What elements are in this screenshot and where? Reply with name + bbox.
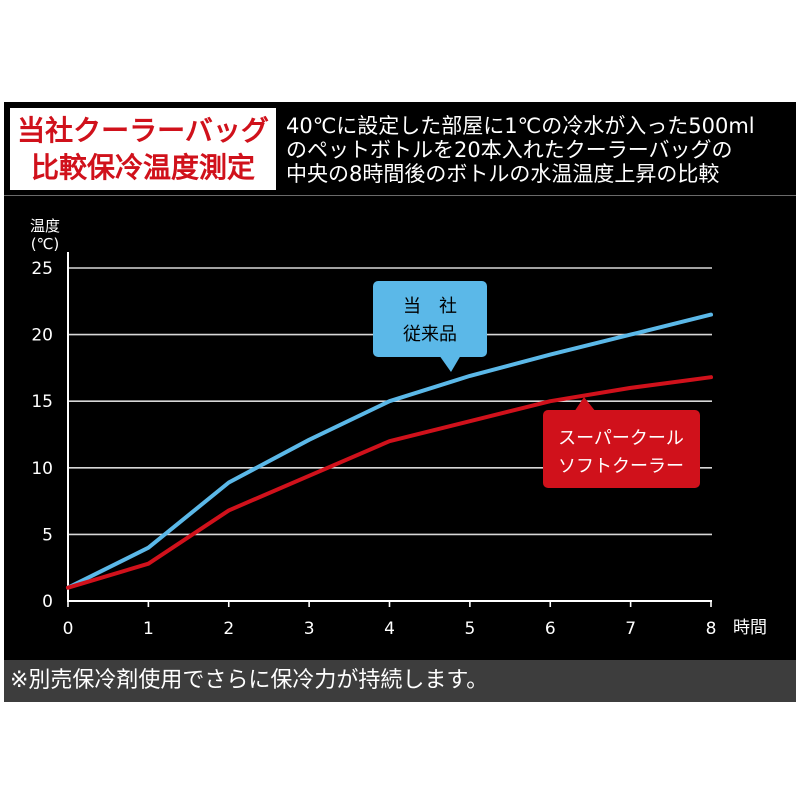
callout-label-line-2: 従来品 xyxy=(403,324,457,345)
description: 40℃に設定した部屋に1℃の冷水が入った500ml のペットボトルを20本入れた… xyxy=(286,114,790,186)
y-tick-label: 5 xyxy=(42,525,53,545)
y-tick-label: 25 xyxy=(31,259,53,279)
callout-series-0: 当 社 従来品 xyxy=(373,281,487,372)
description-line-2: のペットボトルを20本入れたクーラーバッグの xyxy=(286,138,733,162)
x-axis-label: 時間 xyxy=(733,618,767,638)
callout-pointer xyxy=(439,355,461,372)
y-axis-label-line-1: 温度 xyxy=(30,217,60,235)
header-divider xyxy=(4,195,796,196)
x-tick-label: 0 xyxy=(63,619,74,639)
callout-label-line-2: ソフトクーラー xyxy=(558,456,684,477)
callout-series-1: スーパークール ソフトクーラー xyxy=(543,397,700,488)
y-tick-label: 15 xyxy=(31,392,53,412)
x-tick-label: 6 xyxy=(545,619,556,639)
x-tick-label: 3 xyxy=(304,619,315,639)
x-tick-label: 5 xyxy=(464,619,475,639)
axes xyxy=(67,252,712,607)
title-line-2: 比較保冷温度測定 xyxy=(30,151,255,184)
footnote-band: ※別売保冷剤使用でさらに保冷力が持続します。 xyxy=(4,660,796,702)
description-line-3: 中央の8時間後のボトルの水温温度上昇の比較 xyxy=(286,162,720,186)
callout-label-line-1: スーパークール xyxy=(558,428,684,449)
x-tick-label: 1 xyxy=(143,619,154,639)
series-lines xyxy=(66,312,713,590)
y-tick-label: 10 xyxy=(31,459,53,479)
y-tick-label: 20 xyxy=(31,326,53,346)
x-tick-label: 8 xyxy=(706,619,717,639)
y-tick-label: 0 xyxy=(42,592,53,612)
series-line-1 xyxy=(66,375,713,590)
x-tick-label: 2 xyxy=(223,619,234,639)
callout-label-line-1: 当 社 xyxy=(403,296,457,317)
title-box: 当社クーラーバッグ 比較保冷温度測定 xyxy=(10,108,276,190)
y-axis-label-line-2: (℃) xyxy=(31,235,60,253)
x-tick-label: 4 xyxy=(384,619,395,639)
title-line-1: 当社クーラーバッグ xyxy=(17,114,269,147)
description-line-1: 40℃に設定した部屋に1℃の冷水が入った500ml xyxy=(286,114,755,138)
footnote-text: ※別売保冷剤使用でさらに保冷力が持続します。 xyxy=(10,668,489,693)
callout-pointer xyxy=(574,397,596,412)
series-line-0 xyxy=(66,312,713,590)
tick-labels: 0 5 10 15 20 25 0 1 2 3 4 5 6 7 8 xyxy=(31,259,716,639)
callout-box xyxy=(373,281,487,357)
callout-box xyxy=(543,410,700,488)
x-tick-label: 7 xyxy=(625,619,636,639)
